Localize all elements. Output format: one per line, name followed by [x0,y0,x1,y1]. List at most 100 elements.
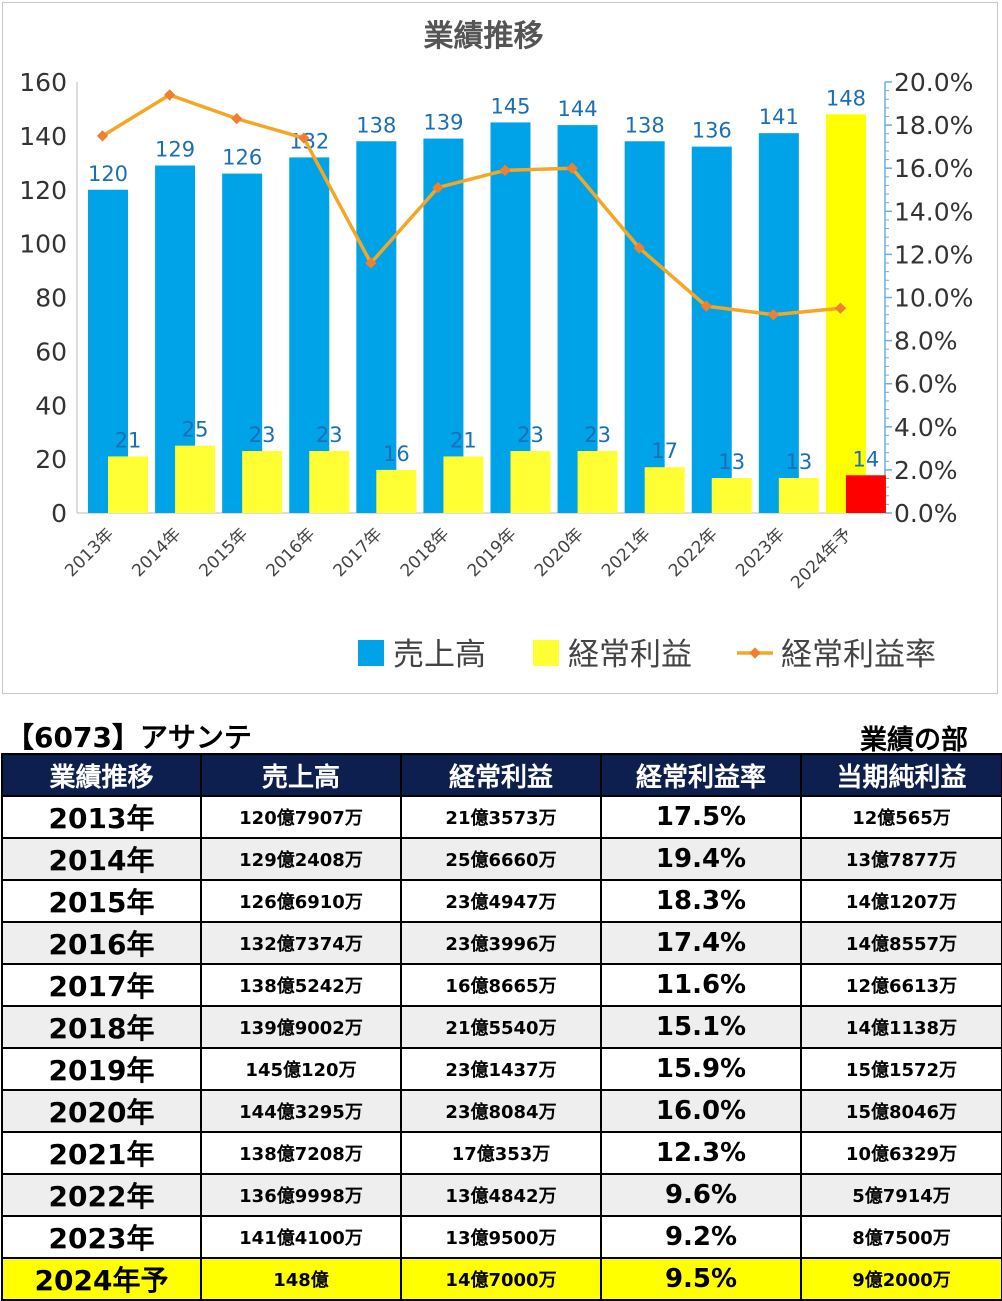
x-tick-label: 2020年 [531,524,588,581]
right-tick-label: 4.0% [894,413,958,442]
table-row: 2022年 136億9998万 13億4842万 9.6% 5億7914万 [1,1173,1002,1217]
row-ordinary-profit: 13億9500万 [400,1215,602,1259]
row-year: 2014年 [1,837,202,881]
row-sales: 145億120万 [200,1047,402,1091]
profit-bar [443,456,484,513]
x-tick-label: 2018年 [397,524,454,581]
row-net-income: 5億7914万 [800,1173,1002,1217]
sales-bar [423,138,464,513]
row-sales: 148億 [200,1257,402,1301]
profit-data-label: 17 [651,439,678,463]
row-profit-margin: 9.2% [600,1215,802,1259]
x-tick-label: 2021年 [598,524,655,581]
x-tick-label: 2017年 [330,524,387,581]
right-tick-label: 12.0% [894,240,973,269]
row-year: 2013年 [1,795,202,839]
x-tick-label: 2014年 [128,524,185,581]
sales-data-label: 144 [558,97,598,121]
row-profit-margin: 18.3% [600,879,802,923]
profit-margin-point [633,242,645,254]
profit-data-label: 25 [182,418,209,442]
sales-data-label: 148 [826,86,866,110]
row-year: 2021年 [1,1131,202,1175]
row-sales: 144億3295万 [200,1089,402,1133]
row-year: 2024年予 [1,1257,202,1301]
row-net-income: 10億6329万 [800,1131,1002,1175]
profit-margin-point [231,112,243,125]
legend-swatch-profit [533,640,559,666]
legend-swatch-sales [358,640,384,666]
left-tick-label: 100 [19,230,67,259]
header-sales: 売上高 [200,753,402,797]
sales-data-label: 120 [88,162,128,186]
row-sales: 139億9002万 [200,1005,402,1049]
profit-bar [577,451,618,513]
legend-label-profit: 経常利益 [568,637,692,673]
x-tick-label: 2016年 [263,524,320,581]
right-tick-label: 2.0% [894,456,958,485]
header-period: 業績推移 [1,753,202,797]
row-net-income: 9億2000万 [800,1257,1002,1301]
row-net-income: 8億7500万 [800,1215,1002,1259]
row-profit-margin: 17.5% [600,795,802,839]
left-tick-label: 80 [35,284,67,313]
left-tick-label: 120 [19,176,67,205]
table-row: 2017年 138億5242万 16億8665万 11.6% 12億6613万 [1,963,1002,1007]
row-net-income: 13億7877万 [800,837,1002,881]
profit-bar [778,477,819,513]
row-profit-margin: 15.9% [600,1047,802,1091]
header-net-income: 当期純利益 [800,753,1002,797]
row-ordinary-profit: 23億4947万 [400,879,602,923]
profit-data-label: 21 [115,428,142,452]
row-net-income: 12億6613万 [800,963,1002,1007]
right-tick-label: 10.0% [894,284,973,313]
row-ordinary-profit: 23億8084万 [400,1089,602,1133]
row-profit-margin: 16.0% [600,1089,802,1133]
table-row: 2024年予 148億 14億7000万 9.5% 9億2000万 [1,1257,1002,1301]
row-year: 2017年 [1,963,202,1007]
row-net-income: 14億8557万 [800,921,1002,965]
profit-data-label: 13 [785,450,812,474]
row-net-income: 15億8046万 [800,1089,1002,1133]
row-ordinary-profit: 13億4842万 [400,1173,602,1217]
chart-title: 業績推移 [424,19,544,54]
profit-margin-point [365,257,377,269]
profit-margin-point [767,309,780,321]
profit-margin-point [834,302,847,314]
performance-table: 業績推移 売上高 経常利益 経常利益率 当期純利益 2013年 120億7907万… [1,753,1002,1301]
row-ordinary-profit: 23億3996万 [400,921,602,965]
profit-data-label: 16 [383,442,410,466]
row-year: 2020年 [1,1089,202,1133]
x-tick-label: 2023年 [732,524,789,581]
row-profit-margin: 15.1% [600,1005,802,1049]
sales-data-label: 139 [423,111,463,135]
row-ordinary-profit: 21億3573万 [400,795,602,839]
left-tick-label: 140 [19,122,67,151]
profit-margin-point [298,132,310,144]
row-ordinary-profit: 21億5540万 [400,1005,602,1049]
profit-margin-point [432,181,444,194]
profit-data-label: 14 [853,447,880,471]
sales-bar [758,133,799,513]
left-tick-label: 20 [35,445,67,474]
row-ordinary-profit: 16億8665万 [400,963,602,1007]
left-tick-label: 40 [35,391,67,420]
row-sales: 129億2408万 [200,837,402,881]
sales-data-label: 126 [222,146,262,170]
row-year: 2022年 [1,1173,202,1217]
table-row: 2014年 129億2408万 25億6660万 19.4% 13億7877万 [1,837,1002,881]
sales-bar [356,141,397,513]
row-profit-margin: 12.3% [600,1131,802,1175]
profit-data-label: 23 [249,423,276,447]
profit-data-label: 13 [718,450,745,474]
row-year: 2018年 [1,1005,202,1049]
right-tick-label: 18.0% [894,111,973,140]
profit-bar [175,445,216,513]
table-header-row: 業績推移 売上高 経常利益 経常利益率 当期純利益 [1,753,1002,797]
row-year: 2016年 [1,921,202,965]
profit-bar [108,456,148,513]
table-row: 2019年 145億120万 23億1437万 15.9% 15億1572万 [1,1047,1002,1091]
table-row: 2015年 126億6910万 23億4947万 18.3% 14億1207万 [1,879,1002,923]
legend-marker-margin [749,647,761,659]
row-profit-margin: 9.5% [600,1257,802,1301]
